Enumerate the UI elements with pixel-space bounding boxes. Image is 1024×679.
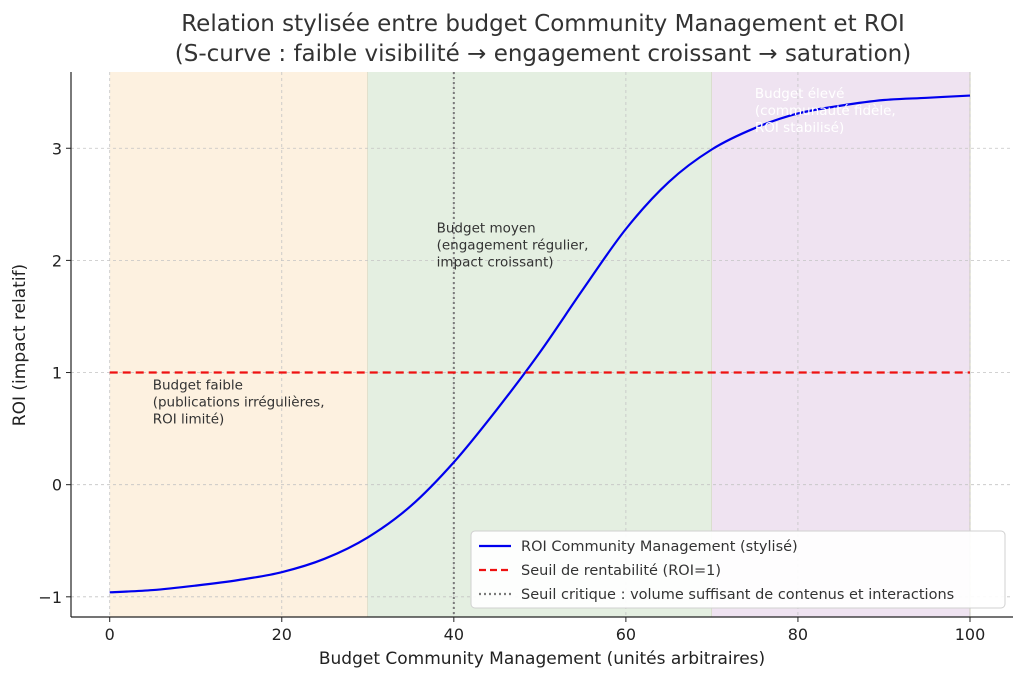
y-axis-label: ROI (impact relatif) [10, 264, 30, 426]
x-tick-label-0: 0 [105, 625, 115, 644]
ticks: 0 20 40 60 80 100 −1 0 1 2 3 [38, 139, 985, 644]
region-2 [711, 72, 970, 617]
legend-box [470, 530, 1006, 609]
x-axis-label: Budget Community Management (unités arbi… [319, 649, 765, 669]
annotation-2-line-1: (communauté fidèle, [755, 103, 896, 119]
annotation-0-line-1: (publications irrégulières, [153, 394, 325, 410]
y-tick-label-1: 0 [52, 476, 62, 495]
series-lines [109, 72, 971, 617]
legend-label-2: Seuil critique : volume suffisant de con… [521, 587, 954, 603]
y-tick-label-2: 1 [52, 364, 62, 383]
legend-label-1: Seuil de rentabilité (ROI=1) [521, 563, 721, 579]
chart-title: Relation stylisée entre budget Community… [181, 11, 905, 37]
annotation-1-line-1: (engagement régulier, [437, 237, 589, 253]
x-tick-label-5: 100 [955, 625, 986, 644]
annotation-1: Budget moyen (engagement régulier, impact … [437, 220, 589, 270]
x-tick-label-4: 80 [788, 625, 808, 644]
y-tick-label-4: 3 [52, 139, 62, 158]
region-0 [109, 72, 368, 617]
annotations: Budget faible (publications irrégulières,… [153, 86, 896, 428]
annotation-1-line-2: impact croissant) [437, 254, 554, 270]
annotation-0-line-0: Budget faible [153, 377, 243, 393]
annotation-2-line-2: ROI stabilisé) [755, 120, 844, 136]
series-line-0 [109, 94, 971, 594]
axes [70, 72, 1013, 618]
background-regions [109, 72, 971, 617]
annotation-0: Budget faible (publications irrégulières,… [153, 377, 325, 427]
chart-subtitle: (S-curve : faible visibilité → engagemen… [175, 41, 911, 67]
x-tick-label-3: 60 [616, 625, 636, 644]
legend-label-0: ROI Community Management (stylisé) [521, 539, 798, 555]
annotation-0-line-2: ROI limité) [153, 411, 225, 427]
y-tick-label-0: −1 [38, 588, 62, 607]
annotation-2: Budget élevé (communauté fidèle, ROI stabi… [755, 86, 896, 136]
region-1 [367, 72, 712, 617]
x-tick-label-2: 40 [444, 625, 464, 644]
y-tick-label-3: 2 [52, 251, 62, 270]
x-tick-label-1: 20 [272, 625, 292, 644]
legend: ROI Community Management (stylisé) Seuil … [470, 530, 1006, 609]
annotation-1-line-0: Budget moyen [437, 220, 536, 236]
annotation-2-line-0: Budget élevé [755, 86, 845, 102]
